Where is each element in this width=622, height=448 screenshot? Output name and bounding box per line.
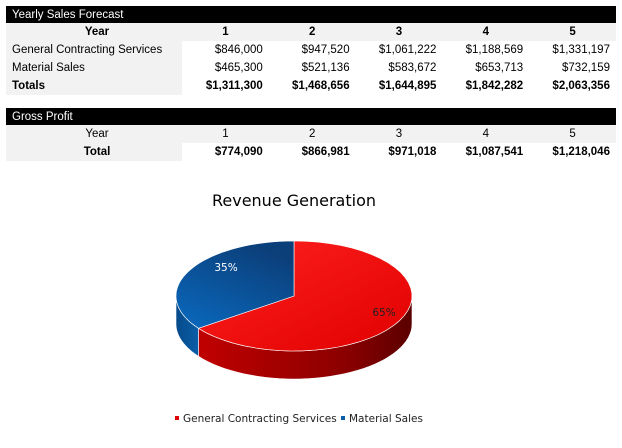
gross-profit-title: Gross Profit <box>6 108 616 125</box>
value-cell: $971,018 <box>388 146 437 158</box>
year-label: Year <box>6 23 182 41</box>
sales-year-row: Year 1 2 3 4 5 <box>6 23 616 41</box>
profit-total-row: Total $774,090 $866,981 $971,018 $1,087,… <box>6 143 616 161</box>
value-cell: $1,468,656 <box>292 80 350 92</box>
sales-forecast-title: Yearly Sales Forecast <box>6 6 616 23</box>
value-cell: $465,300 <box>214 62 263 74</box>
value-cell: $1,061,222 <box>378 44 437 56</box>
value-cell: $2,063,356 <box>552 80 610 92</box>
value-cell: $1,087,541 <box>465 146 524 158</box>
value-cell: $1,331,197 <box>552 44 610 56</box>
value-cell: $1,644,895 <box>378 80 437 92</box>
year-cell: 3 <box>395 26 403 38</box>
value-cell: $521,136 <box>301 62 350 74</box>
legend-swatch-general-contracting <box>175 416 179 420</box>
gross-profit-table: Gross Profit Year 1 2 3 4 5 Total $774,0… <box>6 108 616 161</box>
year-cell: 4 <box>482 128 489 140</box>
legend-material-sales: Material Sales <box>349 413 423 425</box>
sales-forecast-table: Yearly Sales Forecast Year 1 2 3 4 5 Gen… <box>6 6 616 95</box>
table-row: General Contracting Services $846,000 $9… <box>6 41 616 59</box>
row-label: Total <box>6 143 182 161</box>
value-cell: $1,311,300 <box>205 80 263 92</box>
value-cell: $732,159 <box>562 62 610 74</box>
row-label: General Contracting Services <box>6 41 182 59</box>
value-cell: $846,000 <box>214 44 263 56</box>
year-cell: 5 <box>569 128 576 140</box>
profit-year-row: Year 1 2 3 4 5 <box>6 125 616 143</box>
year-cell: 1 <box>222 128 229 140</box>
value-cell: $1,188,569 <box>465 44 524 56</box>
value-cell: $866,981 <box>301 146 350 158</box>
row-label: Material Sales <box>6 59 182 77</box>
totals-row: Totals $1,311,300 $1,468,656 $1,644,895 … <box>6 77 616 95</box>
chart-title: Revenue Generation <box>212 191 376 210</box>
year-cell: 5 <box>569 26 576 38</box>
year-cell: 1 <box>222 26 229 38</box>
value-cell: $774,090 <box>214 146 263 158</box>
year-cell: 4 <box>482 26 489 38</box>
year-cell: 3 <box>395 128 403 140</box>
value-cell: $653,713 <box>475 62 524 74</box>
table-row: Material Sales $465,300 $521,136 $583,67… <box>6 59 616 77</box>
legend-general-contracting: General Contracting Services <box>183 413 337 425</box>
slice-label-general-contracting: 65% <box>372 307 395 319</box>
pie-slice-general-contracting <box>197 240 413 352</box>
value-cell: $583,672 <box>388 62 437 74</box>
year-cell: 2 <box>308 128 316 140</box>
pie-slice-material-sales <box>175 240 295 329</box>
revenue-pie-chart: Revenue Generation 35% 65% General Contr… <box>175 191 423 425</box>
value-cell: $947,520 <box>301 44 350 56</box>
year-label: Year <box>6 125 182 143</box>
row-label: Totals <box>6 77 182 95</box>
year-cell: 2 <box>308 26 316 38</box>
slice-label-material-sales: 35% <box>214 262 237 274</box>
legend-swatch-material-sales <box>341 416 345 420</box>
value-cell: $1,218,046 <box>552 146 610 158</box>
value-cell: $1,842,282 <box>465 80 524 92</box>
